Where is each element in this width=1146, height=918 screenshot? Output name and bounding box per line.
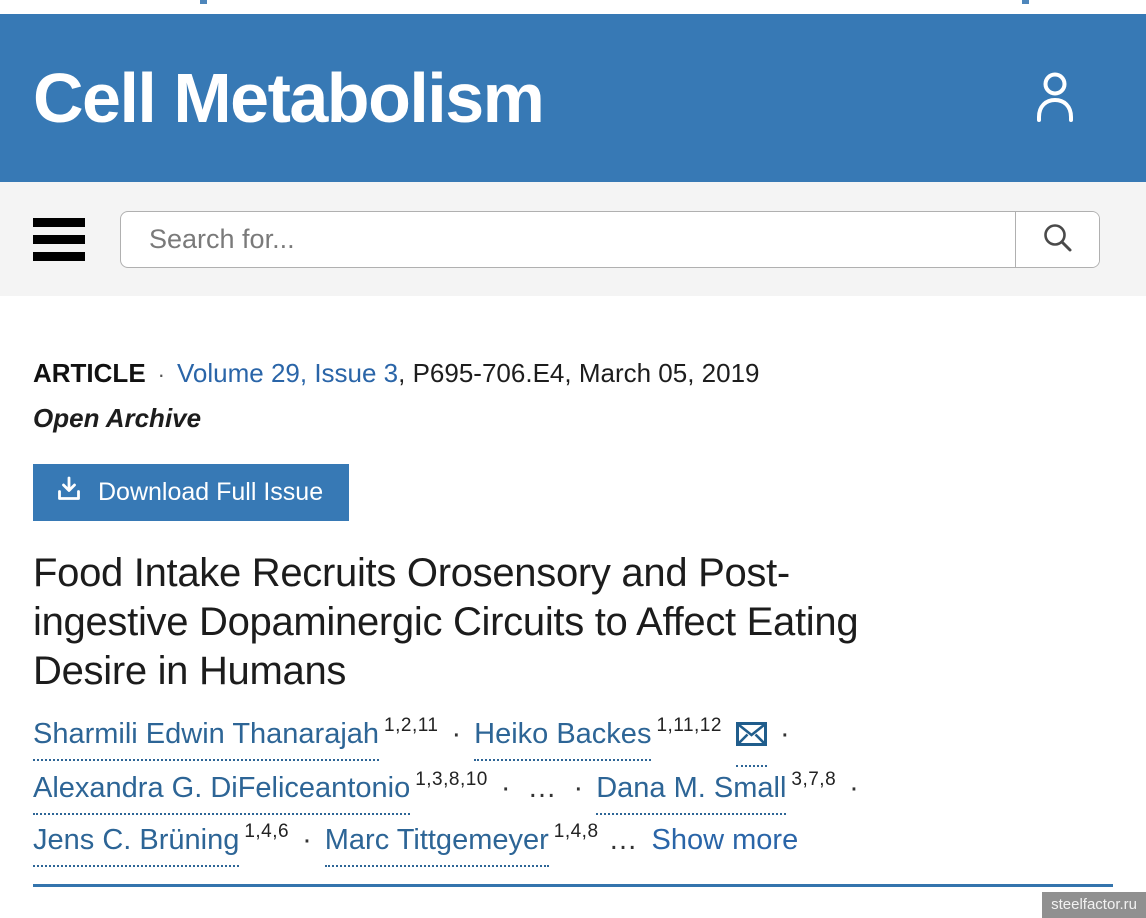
article-type-label: ARTICLE	[33, 358, 146, 388]
show-more-link[interactable]: Show more	[651, 824, 799, 856]
author-separator: ·	[500, 772, 511, 804]
author-link[interactable]: Sharmili Edwin Thanarajah	[33, 710, 380, 761]
author-affiliations: 1,3,8,10	[415, 769, 488, 790]
search-box	[120, 210, 1100, 268]
search-input[interactable]	[121, 211, 1015, 267]
meta-separator: ·	[157, 362, 165, 387]
volume-issue-link[interactable]: Volume 29, Issue 3	[177, 358, 399, 388]
magnifier-icon	[1040, 220, 1076, 259]
envelope-icon	[735, 713, 767, 761]
journal-logo[interactable]: Cell Metabolism	[33, 59, 545, 137]
hamburger-icon	[33, 217, 85, 227]
account-button[interactable]	[1036, 71, 1074, 126]
search-button[interactable]	[1015, 211, 1099, 267]
author-separator: ·	[779, 718, 790, 750]
author-link[interactable]: Alexandra G. DiFeliceantonio	[33, 764, 411, 815]
author-affiliations: 1,4,8	[553, 821, 599, 842]
author-separator: ·	[302, 824, 312, 856]
menu-button[interactable]	[33, 217, 85, 261]
cropped-link-remnant	[200, 0, 207, 4]
author-list: Sharmili Edwin Thanarajah 1,2,11 · Heiko…	[33, 710, 1113, 868]
authors-ellipsis: …	[527, 772, 557, 804]
authors-ellipsis: …	[608, 824, 638, 856]
citation-text: , P695-706.E4, March 05, 2019	[398, 358, 760, 388]
author-separator: ·	[573, 772, 584, 804]
author-affiliations: 1,2,11	[384, 715, 439, 736]
title-line: Food Intake Recruits Orosensory and Post…	[33, 551, 790, 595]
title-line: Desire in Humans	[33, 649, 347, 693]
watermark-badge: steelfactor.ru	[1042, 892, 1146, 918]
top-cropped-strip	[0, 0, 1146, 14]
author-link[interactable]: Dana M. Small	[596, 764, 787, 815]
person-icon	[1036, 71, 1074, 126]
cropped-link-remnant	[1022, 0, 1029, 4]
journal-masthead: Cell Metabolism	[0, 14, 1146, 182]
corresponding-author-email-link[interactable]	[735, 713, 767, 767]
author-affiliations: 1,4,6	[244, 821, 290, 842]
article-meta: ARTICLE · Volume 29, Issue 3 , P695-706.…	[33, 358, 1113, 389]
author-affiliations: 3,7,8	[791, 769, 837, 790]
download-full-issue-button[interactable]: Download Full Issue	[33, 464, 350, 521]
author-separator: ·	[849, 772, 859, 804]
article-header: ARTICLE · Volume 29, Issue 3 , P695-706.…	[0, 358, 1146, 868]
author-line: Jens C. Brüning 1,4,6 · Marc Tittgemeyer…	[33, 816, 1113, 868]
article-title: Food Intake Recruits Orosensory and Post…	[33, 549, 1113, 696]
author-line: Sharmili Edwin Thanarajah 1,2,11 · Heiko…	[33, 710, 1113, 767]
open-archive-label: Open Archive	[33, 403, 202, 433]
author-affiliations: 1,11,12	[656, 715, 722, 736]
author-separator: ·	[451, 718, 462, 750]
download-icon	[55, 475, 83, 510]
author-link[interactable]: Jens C. Brüning	[33, 816, 240, 867]
author-link[interactable]: Marc Tittgemeyer	[324, 816, 549, 867]
author-line: Alexandra G. DiFeliceantonio 1,3,8,10 · …	[33, 764, 1113, 816]
section-divider	[33, 884, 1113, 887]
search-navbar	[0, 182, 1146, 296]
title-line: ingestive Dopaminergic Circuits to Affec…	[33, 600, 859, 644]
author-link[interactable]: Heiko Backes	[474, 710, 652, 761]
download-button-label: Download Full Issue	[98, 478, 324, 506]
